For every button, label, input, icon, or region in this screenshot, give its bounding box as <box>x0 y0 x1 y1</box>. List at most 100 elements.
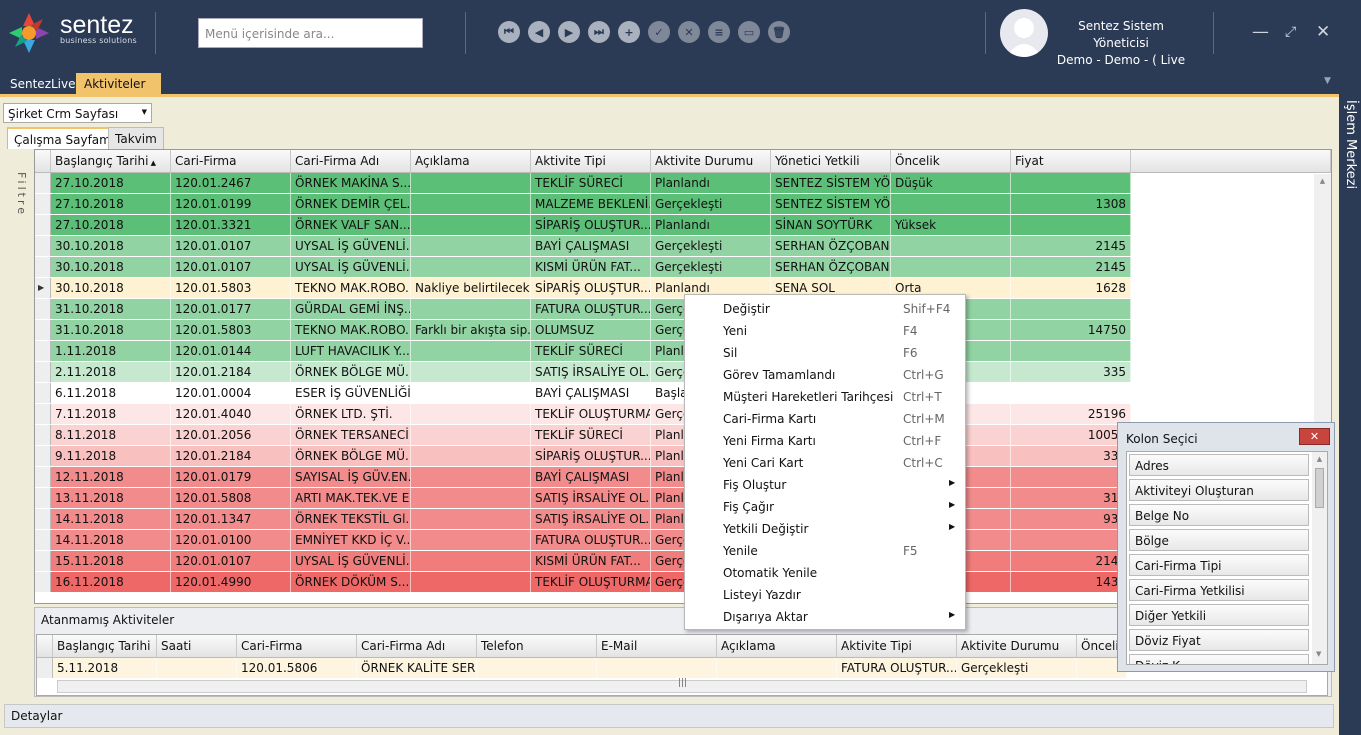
column-chooser-item[interactable]: Diğer Yetkili <box>1129 604 1309 626</box>
column-chooser-item[interactable]: Cari-Firma Tipi <box>1129 554 1309 576</box>
table-row[interactable]: 27.10.2018 120.01.2467 ÖRNEK MAKİNA S... TE… <box>35 173 1131 194</box>
horizontal-scrollbar[interactable]: ||| <box>57 678 1307 693</box>
table-row[interactable]: 12.11.2018 120.01.0179 SAYISAL İŞ GÜV.EN..… <box>35 467 1131 488</box>
menu-item-shortcut: Shif+F4 <box>903 302 951 316</box>
tab-dropdown-icon[interactable]: ▼ <box>1324 76 1331 86</box>
menu-item[interactable]: Fiş Çağır ▶ <box>723 497 955 519</box>
page-select[interactable]: Şirket Crm Sayfası ▼ <box>3 103 152 123</box>
previous-icon[interactable]: ◀ <box>528 21 550 43</box>
column-chooser-item[interactable]: Cari-Firma Yetkilisi <box>1129 579 1309 601</box>
close-icon[interactable]: ✕ <box>1316 22 1331 42</box>
table-cell <box>1011 299 1131 319</box>
card-icon[interactable]: ▭ <box>738 21 760 43</box>
table-cell: 15.11.2018 <box>51 551 171 571</box>
first-icon[interactable]: ⏮ <box>498 21 520 43</box>
scroll-up-icon[interactable]: ▲ <box>1316 455 1323 463</box>
menu-item[interactable]: Listeyi Yazdır <box>723 585 953 607</box>
column-header[interactable]: Fiyat <box>1011 150 1131 172</box>
scroll-thumb[interactable] <box>1315 468 1324 508</box>
minimize-icon[interactable]: — <box>1252 22 1269 42</box>
user-avatar[interactable] <box>1000 9 1048 57</box>
delete-icon[interactable]: 🗑 <box>768 21 790 43</box>
tab-takvim[interactable]: Takvim <box>108 127 164 149</box>
menu-item[interactable]: Sil F6 <box>723 343 953 365</box>
menu-item[interactable]: Yeni F4 <box>723 321 953 343</box>
vertical-scrollbar[interactable]: ▲ ▼ <box>1312 452 1327 664</box>
table-cell: 335 <box>1011 446 1131 466</box>
table-row[interactable]: 9.11.2018 120.01.2184 ÖRNEK BÖLGE MÜ... SİP… <box>35 446 1131 467</box>
close-icon[interactable]: ✕ <box>1299 428 1330 445</box>
table-row[interactable]: 31.10.2018 120.01.0177 GÜRDAL GEMİ İNŞ... F… <box>35 299 1131 320</box>
table-row[interactable]: 2.11.2018 120.01.2184 ÖRNEK BÖLGE MÜ... SAT… <box>35 362 1131 383</box>
column-chooser-item[interactable]: Aktiviteyi Oluşturan <box>1129 479 1309 501</box>
table-row[interactable]: 1.11.2018 120.01.0144 LUFT HAVACILIK Y... T… <box>35 341 1131 362</box>
column-header[interactable]: Aktivite Durumu <box>957 635 1077 657</box>
table-row[interactable]: 5.11.2018 120.01.5806 ÖRNEK KALİTE SER... F… <box>37 658 1127 679</box>
menu-item[interactable]: Yeni Firma Kartı Ctrl+F <box>723 431 953 453</box>
menu-item[interactable]: Görev Tamamlandı Ctrl+G <box>723 365 953 387</box>
menu-item[interactable]: Fiş Oluştur ▶ <box>723 475 955 497</box>
user-info[interactable]: Sentez Sistem Yöneticisi Demo - Demo - (… <box>1056 18 1186 69</box>
menu-item[interactable]: Müşteri Hareketleri Tarihçesi Ctrl+T <box>723 387 953 409</box>
table-row[interactable]: ▶ 30.10.2018 120.01.5803 TEKNO MAK.ROBO... N… <box>35 278 1131 299</box>
menu-item[interactable]: Değiştir Shif+F4 <box>723 299 953 321</box>
column-header[interactable]: Cari-Firma <box>171 150 291 172</box>
menu-search-input[interactable]: Menü içerisinde ara... <box>198 18 423 48</box>
table-row[interactable]: 13.11.2018 120.01.5808 ARTI MAK.TEK.VE E..… <box>35 488 1131 509</box>
tab-sentezlive[interactable]: SentezLive <box>10 77 76 91</box>
tab-calisma-sayfam[interactable]: Çalışma Sayfam <box>7 127 118 149</box>
cancel-icon[interactable]: ✕ <box>678 21 700 43</box>
column-chooser-item[interactable]: Adres <box>1129 454 1309 476</box>
table-row[interactable]: 6.11.2018 120.01.0004 ESER İŞ GÜVENLİĞİ...… <box>35 383 1131 404</box>
table-row[interactable]: 16.11.2018 120.01.4990 ÖRNEK DÖKÜM S... TEK… <box>35 572 1131 593</box>
column-header[interactable]: Açıklama <box>411 150 531 172</box>
approve-icon[interactable]: ✓ <box>648 21 670 43</box>
table-row[interactable]: 14.11.2018 120.01.0100 EMNİYET KKD İÇ V...… <box>35 530 1131 551</box>
table-row[interactable]: 15.11.2018 120.01.0107 UYSAL İŞ GÜVENLİ...… <box>35 551 1131 572</box>
column-header[interactable]: Başlangıç Tarihi ▲ <box>51 150 171 172</box>
menu-item[interactable]: Otomatik Yenile <box>723 563 953 585</box>
tab-aktiviteler[interactable]: Aktiviteler ✕ <box>76 73 161 105</box>
column-header[interactable]: Öncelik <box>891 150 1011 172</box>
table-row[interactable]: 27.10.2018 120.01.0199 ÖRNEK DEMİR ÇEL... M… <box>35 194 1131 215</box>
menu-item[interactable]: Yeni Cari Kart Ctrl+C <box>723 453 953 475</box>
table-row[interactable]: 31.10.2018 120.01.5803 TEKNO MAK.ROBO... Fa… <box>35 320 1131 341</box>
menu-item[interactable]: Cari-Firma Kartı Ctrl+M <box>723 409 953 431</box>
table-row[interactable]: 27.10.2018 120.01.3321 ÖRNEK VALF SAN... Sİ… <box>35 215 1131 236</box>
column-header[interactable]: E-Mail <box>597 635 717 657</box>
column-header[interactable]: Telefon <box>477 635 597 657</box>
filter-panel-toggle[interactable]: Filtre <box>15 172 28 218</box>
table-row[interactable]: 30.10.2018 120.01.0107 UYSAL İŞ GÜVENLİ...… <box>35 257 1131 278</box>
scroll-up-icon[interactable]: ▲ <box>1319 177 1326 185</box>
table-row[interactable]: 30.10.2018 120.01.0107 UYSAL İŞ GÜVENLİ...… <box>35 236 1131 257</box>
column-header[interactable]: Başlangıç Tarihi <box>53 635 157 657</box>
list-icon[interactable]: ≡ <box>708 21 730 43</box>
last-icon[interactable]: ⏭ <box>588 21 610 43</box>
maximize-icon[interactable]: ⤢ <box>1285 24 1297 40</box>
column-chooser-item[interactable]: Bölge <box>1129 529 1309 551</box>
column-chooser-item[interactable]: Döviz K... <box>1129 654 1309 664</box>
column-header[interactable]: Aktivite Durumu <box>651 150 771 172</box>
table-row[interactable]: 8.11.2018 120.01.2056 ÖRNEK TERSANECİ... TE… <box>35 425 1131 446</box>
islem-merkezi-panel[interactable]: İşlem Merkezi <box>1339 94 1361 735</box>
table-cell: ÖRNEK TERSANECİ... <box>291 425 411 445</box>
table-row[interactable]: 14.11.2018 120.01.1347 ÖRNEK TEKSTİL Gl...… <box>35 509 1131 530</box>
scroll-down-icon[interactable]: ▼ <box>1316 650 1322 658</box>
menu-item[interactable]: Dışarıya Aktar ▶ <box>723 607 955 629</box>
column-header[interactable]: Yönetici Yetkili <box>771 150 891 172</box>
details-bar[interactable]: Detaylar <box>4 704 1334 728</box>
column-header[interactable]: Aktivite Tipi <box>531 150 651 172</box>
column-header[interactable]: Açıklama <box>717 635 837 657</box>
column-chooser-item[interactable]: Döviz Fiyat <box>1129 629 1309 651</box>
column-chooser-item[interactable]: Belge No <box>1129 504 1309 526</box>
column-header[interactable]: Saati <box>157 635 237 657</box>
next-icon[interactable]: ▶ <box>558 21 580 43</box>
column-header[interactable]: Cari-Firma Adı <box>291 150 411 172</box>
table-row[interactable]: 7.11.2018 120.01.4040 ÖRNEK LTD. ŞTİ. TEKLİ… <box>35 404 1131 425</box>
column-header[interactable]: Cari-Firma <box>237 635 357 657</box>
column-header[interactable]: Aktivite Tipi <box>837 635 957 657</box>
menu-item[interactable]: Yetkili Değiştir ▶ <box>723 519 955 541</box>
add-icon[interactable]: + <box>618 21 640 43</box>
column-header[interactable]: Cari-Firma Adı <box>357 635 477 657</box>
menu-item[interactable]: Yenile F5 <box>723 541 953 563</box>
